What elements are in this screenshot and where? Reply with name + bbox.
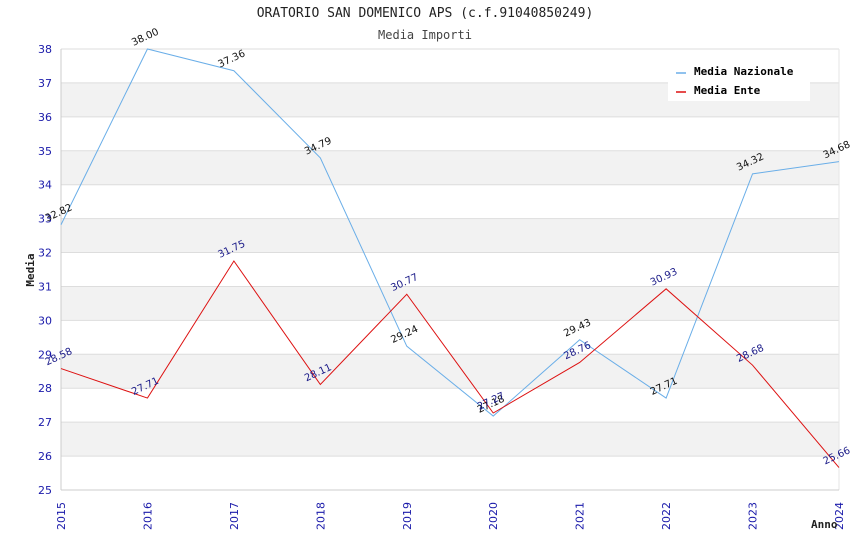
x-axis-ticks: 2015 2016 2017 2018 2019 2020 2021 2022 2023 2024 xyxy=(55,502,846,530)
data-label-media-nazionale: 38.00 xyxy=(130,27,161,49)
y-tick-label: 35 xyxy=(38,145,52,158)
data-label-media-ente: 30.93 xyxy=(649,266,680,288)
y-axis-label: Media xyxy=(24,253,37,286)
y-tick-label: 28 xyxy=(38,382,52,395)
grid-bands xyxy=(61,82,839,457)
chart-title: ORATORIO SAN DOMENICO APS (c.f.910408502… xyxy=(256,6,594,21)
grid-band xyxy=(61,286,839,321)
legend: Media Nazionale Media Ente xyxy=(668,60,810,101)
x-tick-label: 2016 xyxy=(141,502,154,530)
x-tick-label: 2019 xyxy=(401,502,414,530)
y-axis-ticks: 25 26 27 28 29 30 31 32 33 34 35 36 37 38 xyxy=(38,43,52,497)
grid-band xyxy=(61,422,839,457)
series-line-media-nazionale xyxy=(60,48,840,417)
x-tick-label: 2015 xyxy=(55,502,68,530)
grid-lines xyxy=(60,48,840,491)
y-tick-label: 26 xyxy=(38,450,52,463)
y-tick-label: 34 xyxy=(38,179,52,192)
series-line-media-ente xyxy=(60,260,840,468)
grid-band xyxy=(61,150,839,185)
y-tick-label: 30 xyxy=(38,314,52,327)
grid-band xyxy=(61,218,839,253)
y-tick-label: 32 xyxy=(38,247,52,260)
x-tick-label: 2017 xyxy=(228,502,241,530)
y-tick-label: 37 xyxy=(38,77,52,90)
x-tick-label: 2022 xyxy=(660,502,673,530)
legend-box xyxy=(668,60,810,101)
x-tick-label: 2023 xyxy=(747,502,760,530)
y-tick-label: 27 xyxy=(38,416,52,429)
x-axis-label: Anno xyxy=(811,518,838,531)
x-tick-label: 2021 xyxy=(574,502,587,530)
y-tick-label: 38 xyxy=(38,43,52,56)
legend-label-media-ente: Media Ente xyxy=(694,84,761,97)
y-tick-label: 29 xyxy=(38,348,52,361)
chart-subtitle: Media Importi xyxy=(378,28,472,42)
data-label-media-nazionale: 37.36 xyxy=(217,48,248,70)
grid-band xyxy=(61,354,839,389)
x-tick-label: 2020 xyxy=(487,502,500,530)
x-tick-label: 2018 xyxy=(314,502,327,530)
y-tick-label: 36 xyxy=(38,111,52,124)
series-lines xyxy=(60,48,840,468)
y-tick-label: 25 xyxy=(38,484,52,497)
legend-label-media-nazionale: Media Nazionale xyxy=(694,65,794,78)
y-tick-label: 31 xyxy=(38,280,52,293)
y-tick-label: 33 xyxy=(38,213,52,226)
x-tick-label: 2024 xyxy=(833,502,846,530)
